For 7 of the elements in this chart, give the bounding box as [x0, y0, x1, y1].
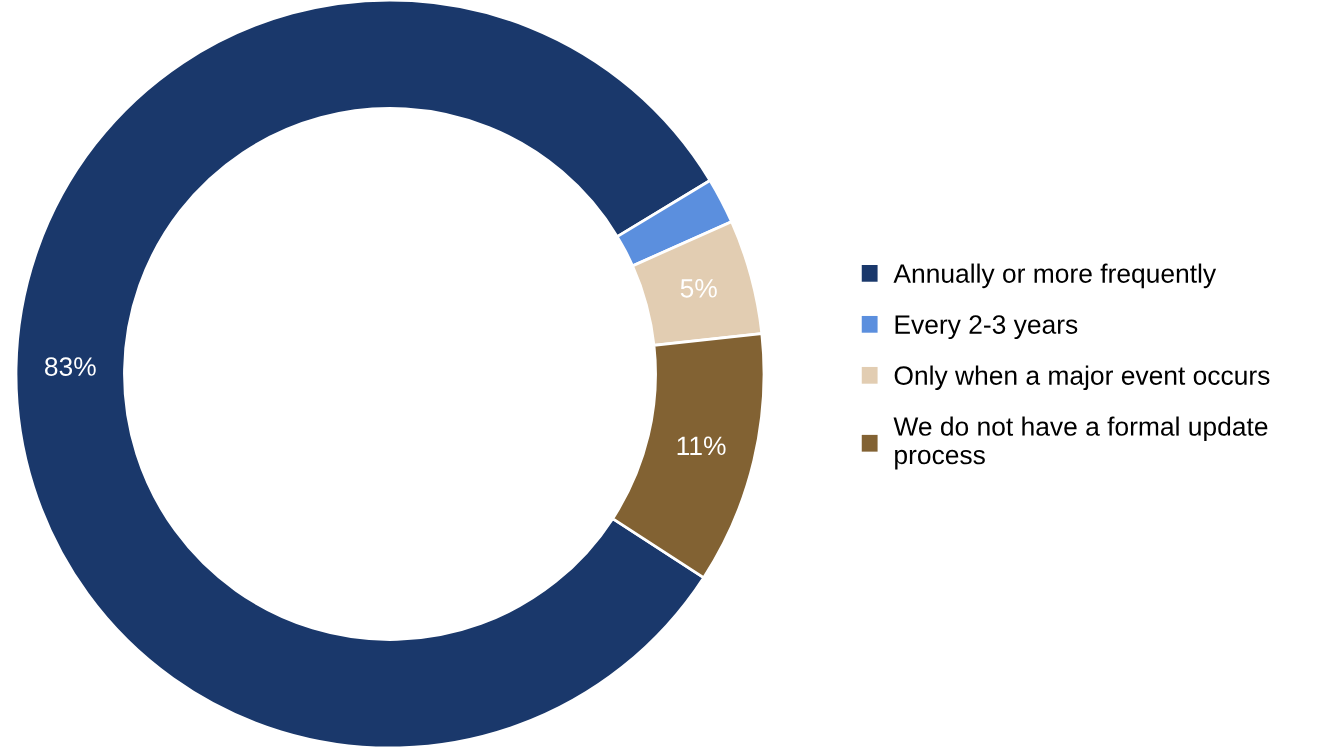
- legend-label: Every 2-3 years: [895, 315, 1078, 340]
- legend-label: We do not have a formal update process: [893, 416, 1268, 470]
- data-label: 83%: [45, 357, 96, 376]
- data-label: 11%: [677, 436, 726, 456]
- data-label: 5%: [680, 279, 717, 298]
- legend-label: Annually or more frequently: [893, 263, 1217, 289]
- legend-label: Only when a major event occurs: [894, 365, 1270, 391]
